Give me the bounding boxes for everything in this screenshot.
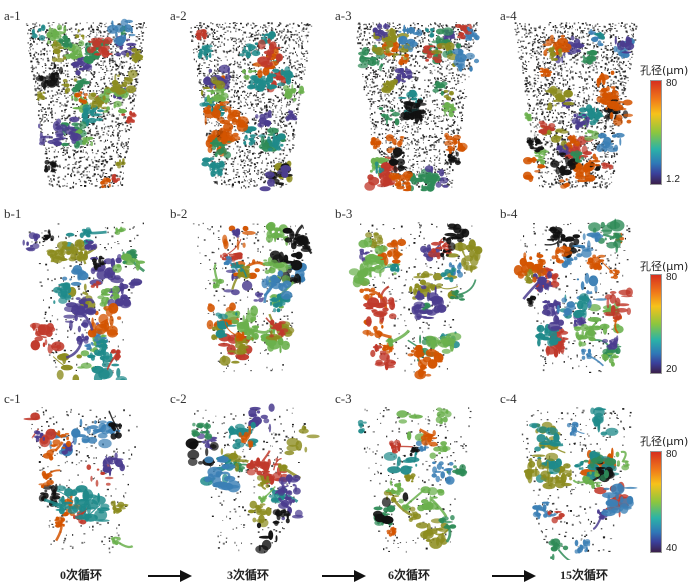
pore-render-b2 [192, 221, 313, 373]
pore-render-b1 [22, 222, 146, 380]
colorbar-title-b: 孔径(μm) [640, 260, 689, 273]
colorbar-title-c: 孔径(μm) [640, 435, 689, 448]
pore-render-b3 [348, 222, 483, 380]
arrow-right-icon [322, 570, 366, 582]
colorbar-max-b: 80 [666, 272, 678, 283]
cycle-label-6: 6次循环 [388, 568, 431, 582]
label-c4: c-4 [500, 391, 517, 406]
panel-c4: c-4 [495, 385, 655, 560]
colorbar-title-a: 孔径(μm) [640, 64, 689, 77]
label-b1: b-1 [4, 206, 22, 221]
label-a3: a-3 [335, 8, 352, 23]
panel-b1: b-1 [0, 200, 170, 380]
pore-render-a1 [25, 18, 147, 189]
pore-render-c4 [521, 406, 638, 560]
pore-render-a3 [356, 22, 480, 192]
pore-render-b4 [513, 218, 633, 373]
cycle-axis: 0次循环 3次循环 6次循环 15次循环 [0, 562, 700, 584]
colorbar-a: 孔径(μm) 80 1.2 [640, 62, 700, 192]
label-c2: c-2 [170, 391, 187, 406]
label-c1: c-1 [4, 391, 21, 406]
label-b3: b-3 [335, 206, 353, 221]
colorbar-c: 孔径(μm) 80 40 [640, 433, 700, 557]
panel-a2: a-2 [165, 0, 335, 195]
colorbar-gradient-a [650, 80, 662, 185]
colorbar-b: 孔径(μm) 80 20 [640, 258, 700, 378]
colorbar-min-b: 20 [666, 364, 678, 375]
colorbar-max-a: 80 [666, 78, 678, 89]
panel-b3: b-3 [330, 200, 500, 380]
panel-a3: a-3 [330, 0, 500, 195]
pore-render-c1 [23, 407, 138, 554]
panel-a4: a-4 [495, 0, 655, 195]
panel-c1: c-1 [0, 385, 170, 560]
pore-render-a4 [514, 22, 638, 189]
label-a4: a-4 [500, 8, 517, 23]
colorbar-gradient-c [650, 451, 662, 553]
pore-render-c3 [357, 407, 472, 553]
label-c3: c-3 [335, 391, 352, 406]
label-a1: a-1 [4, 8, 21, 23]
colorbar-gradient-b [650, 274, 662, 374]
arrow-right-icon [148, 570, 192, 582]
label-b2: b-2 [170, 206, 188, 221]
cycle-label-0: 0次循环 [60, 568, 103, 582]
panel-c3: c-3 [330, 385, 500, 560]
panel-b2: b-2 [165, 200, 335, 380]
panel-a1: a-1 [0, 0, 170, 195]
panel-b4: b-4 [495, 200, 655, 380]
colorbar-min-c: 40 [666, 543, 678, 554]
arrow-right-icon [492, 570, 536, 582]
cycle-label-3: 3次循环 [227, 568, 270, 582]
pore-render-a2 [189, 22, 313, 192]
colorbar-max-c: 80 [666, 449, 678, 460]
panel-c2: c-2 [165, 385, 335, 560]
pore-render-c2 [185, 403, 320, 554]
label-b4: b-4 [500, 206, 518, 221]
label-a2: a-2 [170, 8, 187, 23]
colorbar-min-a: 1.2 [666, 174, 680, 185]
cycle-label-15: 15次循环 [560, 568, 609, 582]
